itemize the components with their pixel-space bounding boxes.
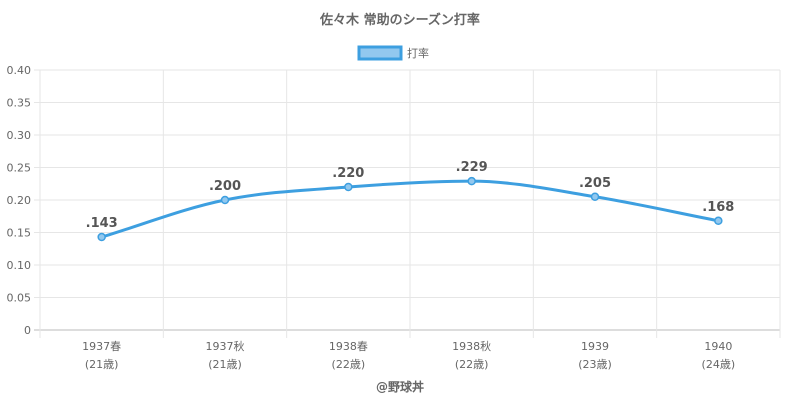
data-point[interactable] — [344, 182, 353, 192]
legend-swatch — [357, 45, 403, 61]
series-points — [97, 176, 723, 242]
x-tick-label: 1939 — [581, 340, 609, 353]
y-axis: 0 0.05 0.10 0.15 0.20 0.25 0.30 0.35 0.40 — [7, 64, 32, 337]
x-tick-label: 1940 — [704, 340, 732, 353]
data-point[interactable] — [97, 232, 106, 242]
data-point[interactable] — [714, 216, 723, 226]
y-tick-label: 0.05 — [7, 292, 32, 305]
data-point[interactable] — [467, 176, 476, 186]
x-tick-label: (22歳) — [455, 358, 489, 371]
x-tick-label: (23歳) — [578, 358, 612, 371]
data-labels: .143 .200 .220 .229 .205 .168 — [86, 160, 735, 231]
data-label: .143 — [86, 216, 118, 231]
data-label: .220 — [332, 166, 364, 181]
data-point[interactable] — [590, 192, 600, 201]
y-tick-label: 0.10 — [7, 259, 32, 272]
series-line — [101, 179, 719, 239]
x-tick-label: 1937春 — [82, 340, 121, 353]
data-label: .200 — [209, 179, 241, 194]
x-tick-label: (22歳) — [332, 358, 366, 371]
data-label: .229 — [456, 160, 488, 175]
x-tick-label: (24歳) — [702, 358, 736, 371]
data-point[interactable] — [220, 195, 230, 205]
data-label: .205 — [579, 176, 611, 191]
grid — [34, 69, 781, 338]
y-tick-label: 0.20 — [7, 194, 32, 207]
y-tick-label: 0.30 — [7, 129, 32, 142]
credit-text: @野球丼 — [376, 379, 424, 394]
data-label: .168 — [702, 200, 734, 215]
x-axis: 1937春 (21歳) 1937秋 (21歳) 1938春 (22歳) 1938秋 (22歳)… — [82, 339, 735, 371]
legend-label: 打率 — [407, 46, 429, 60]
x-tick-label: 1938秋 — [452, 339, 491, 353]
x-tick-label: (21歳) — [208, 358, 242, 371]
y-tick-label: 0.15 — [7, 227, 32, 240]
legend[interactable]: 打率 — [357, 45, 429, 61]
x-tick-label: (21歳) — [85, 358, 119, 371]
y-tick-label: 0 — [24, 324, 31, 337]
x-tick-label: 1938春 — [329, 340, 368, 353]
y-tick-label: 0.25 — [7, 162, 32, 175]
x-tick-label: 1937秋 — [206, 339, 245, 353]
chart-title: 佐々木 常助のシーズン打率 — [319, 12, 480, 28]
series-line-path — [101, 179, 719, 239]
y-tick-label: 0.35 — [7, 97, 32, 110]
y-tick-label: 0.40 — [7, 64, 32, 77]
